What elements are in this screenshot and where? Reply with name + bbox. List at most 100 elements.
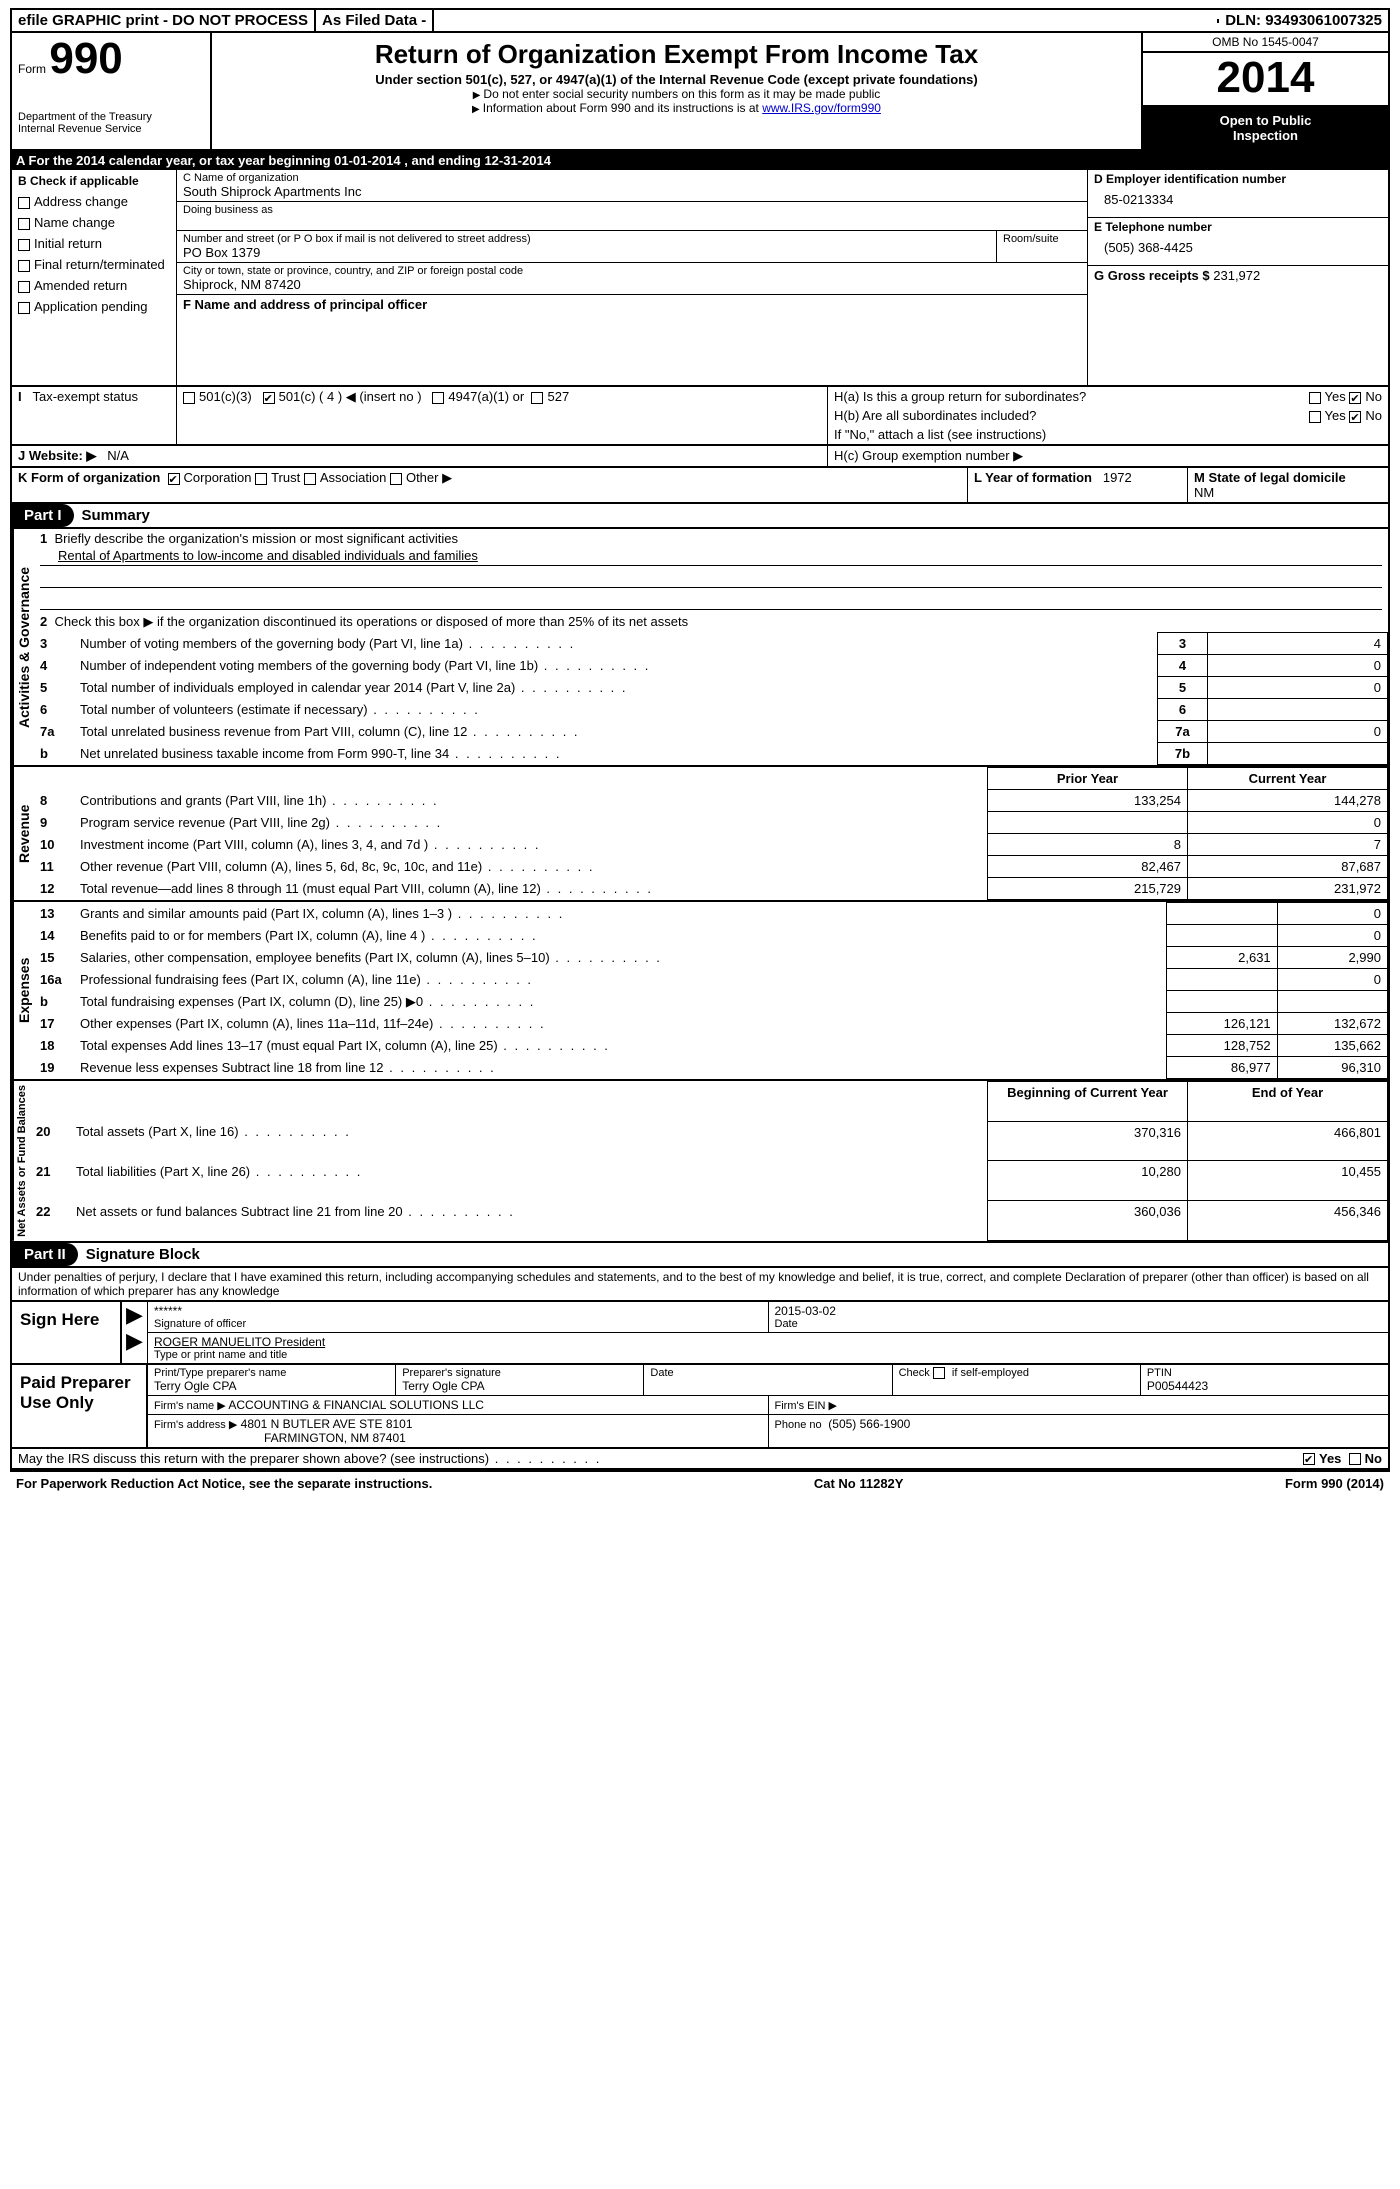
sig-mask: ****** <box>154 1304 762 1318</box>
form-word: Form <box>18 62 46 76</box>
irs-link[interactable]: www.IRS.gov/form990 <box>762 101 881 115</box>
form-header: Form 990 Department of the Treasury Inte… <box>10 33 1390 151</box>
col-deg: D Employer identification number 85-0213… <box>1088 170 1388 385</box>
table-row: 18Total expenses Add lines 13–17 (must e… <box>34 1035 1388 1057</box>
j-label: J Website: ▶ <box>18 448 96 463</box>
dln-label: DLN: <box>1225 12 1261 29</box>
h-c: H(c) Group exemption number ▶ <box>828 446 1388 466</box>
cb-hb-no[interactable] <box>1349 411 1361 423</box>
part-i-title: Summary <box>82 507 150 524</box>
cb-527[interactable] <box>531 392 543 404</box>
table-row: 19Revenue less expenses Subtract line 18… <box>34 1057 1388 1079</box>
dln: DLN: 93493061007325 <box>1219 10 1388 31</box>
table-row: bTotal fundraising expenses (Part IX, co… <box>34 991 1388 1013</box>
sig-date-label: Date <box>775 1318 1383 1330</box>
preparer-sig: Terry Ogle CPA <box>402 1379 637 1393</box>
table-row: 12Total revenue—add lines 8 through 11 (… <box>34 878 1388 900</box>
cb-assoc[interactable] <box>304 473 316 485</box>
table-header: Prior YearCurrent Year <box>34 768 1388 790</box>
note-2-pre: Information about Form 990 and its instr… <box>472 101 762 115</box>
note-1: Do not enter social security numbers on … <box>220 87 1133 101</box>
cb-other[interactable] <box>390 473 402 485</box>
rev-table: Prior YearCurrent Year8Contributions and… <box>34 767 1388 900</box>
cb-ha-no[interactable] <box>1349 392 1361 404</box>
ha-yes: Yes <box>1325 389 1346 404</box>
k-other: Other ▶ <box>406 470 452 485</box>
hb-no: No <box>1365 408 1382 423</box>
b-item: Amended return <box>18 278 170 293</box>
summary-rev: Revenue Prior YearCurrent Year8Contribut… <box>10 767 1390 902</box>
i-c: 501(c) ( 4 ) ◀ (insert no ) <box>279 389 422 404</box>
cb-discuss-yes[interactable] <box>1303 1453 1315 1465</box>
ps-label: Preparer's signature <box>402 1367 637 1379</box>
i-c3: 501(c)(3) <box>199 389 252 404</box>
l2-text: Check this box ▶ if the organization dis… <box>54 614 688 629</box>
part-i-header: Part I Summary <box>10 504 1390 529</box>
firm-addr2: FARMINGTON, NM 87401 <box>154 1431 406 1445</box>
cb-4947[interactable] <box>432 392 444 404</box>
firm-addr1: 4801 N BUTLER AVE STE 8101 <box>241 1417 413 1431</box>
gross-receipts: 231,972 <box>1213 268 1260 283</box>
g-label: G Gross receipts $ <box>1094 268 1210 283</box>
j-row: J Website: ▶ N/A H(c) Group exemption nu… <box>10 446 1390 468</box>
b-checkbox[interactable] <box>18 239 30 251</box>
b-label: B Check if applicable <box>18 174 170 188</box>
b-item: Application pending <box>18 299 170 314</box>
top-bar: efile GRAPHIC print - DO NOT PROCESS As … <box>10 8 1390 33</box>
topbar-spacer <box>434 19 1219 23</box>
faddr-label: Firm's address ▶ <box>154 1419 237 1431</box>
a-begin: 01-01-2014 <box>334 153 401 168</box>
cb-501c[interactable] <box>263 392 275 404</box>
b-checkbox[interactable] <box>18 218 30 230</box>
year-formation: 1972 <box>1103 470 1132 485</box>
pd-label: Date <box>650 1367 885 1379</box>
header-left: Form 990 Department of the Treasury Inte… <box>12 33 212 149</box>
table-row: 4Number of independent voting members of… <box>34 655 1388 677</box>
b-checkbox[interactable] <box>18 260 30 272</box>
d-label: D Employer identification number <box>1094 172 1382 186</box>
mission: Rental of Apartments to low-income and d… <box>40 546 1382 566</box>
cb-corp[interactable] <box>168 473 180 485</box>
cb-discuss-no[interactable] <box>1349 1453 1361 1465</box>
table-row: 9Program service revenue (Part VIII, lin… <box>34 812 1388 834</box>
form-990-page: efile GRAPHIC print - DO NOT PROCESS As … <box>10 8 1390 1495</box>
cb-ha-yes[interactable] <box>1309 392 1321 404</box>
cb-trust[interactable] <box>255 473 267 485</box>
b-checkbox[interactable] <box>18 197 30 209</box>
room-label: Room/suite <box>1003 233 1081 245</box>
discuss-yes: Yes <box>1319 1451 1341 1466</box>
l-cell: L Year of formation 1972 <box>968 468 1188 502</box>
b-checklist: Address changeName changeInitial returnF… <box>18 194 170 314</box>
cb-501c3[interactable] <box>183 392 195 404</box>
line-a: A For the 2014 calendar year, or tax yea… <box>10 151 1390 170</box>
table-row: 22Net assets or fund balances Subtract l… <box>30 1201 1388 1241</box>
footer-right: Form 990 (2014) <box>1285 1476 1384 1491</box>
header-right: OMB No 1545-0047 2014 Open to Public Ins… <box>1143 33 1388 149</box>
state-domicile: NM <box>1194 485 1214 500</box>
b-checkbox[interactable] <box>18 281 30 293</box>
l-label: L Year of formation <box>974 470 1092 485</box>
perjury-text: Under penalties of perjury, I declare th… <box>10 1268 1390 1302</box>
e-label: E Telephone number <box>1094 220 1382 234</box>
discuss-row: May the IRS discuss this return with the… <box>10 1449 1390 1470</box>
i-4947: 4947(a)(1) or <box>448 389 524 404</box>
city-label: City or town, state or province, country… <box>183 265 1081 277</box>
h-cells: H(a) Is this a group return for subordin… <box>828 387 1388 444</box>
part-ii-tag: Part II <box>12 1243 78 1266</box>
k-assoc: Association <box>320 470 386 485</box>
table-row: bNet unrelated business taxable income f… <box>34 743 1388 765</box>
identity-block: B Check if applicable Address changeName… <box>10 170 1390 387</box>
ein: 85-0213334 <box>1094 186 1382 207</box>
b-checkbox[interactable] <box>18 302 30 314</box>
h-block: I Tax-exempt status 501(c)(3) 501(c) ( 4… <box>10 387 1390 446</box>
cb-hb-yes[interactable] <box>1309 411 1321 423</box>
sig-date: 2015-03-02 <box>775 1304 1383 1318</box>
g-row: G Gross receipts $ 231,972 <box>1088 266 1388 285</box>
table-header: Beginning of Current YearEnd of Year <box>30 1082 1388 1122</box>
table-row: 7aTotal unrelated business revenue from … <box>34 721 1388 743</box>
line-2: 2 Check this box ▶ if the organization d… <box>34 612 1388 632</box>
ha-no: No <box>1365 389 1382 404</box>
cb-self-emp[interactable] <box>933 1367 945 1379</box>
sign-here-block: Sign Here ▶▶ ****** Signature of officer… <box>10 1302 1390 1365</box>
addr: PO Box 1379 <box>183 245 990 260</box>
